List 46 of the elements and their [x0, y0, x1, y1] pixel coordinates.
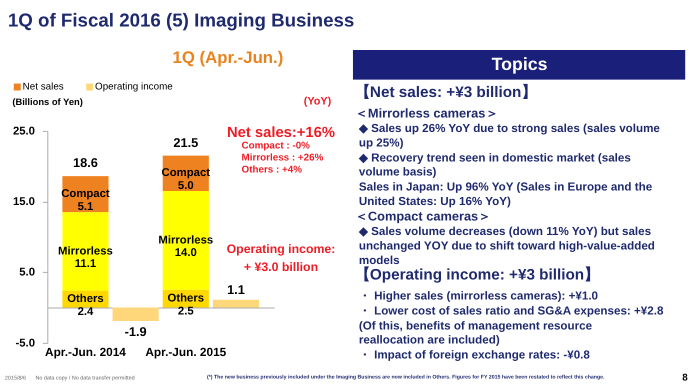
data-label: 1.1 — [227, 282, 245, 297]
text: ◆ Recovery trend seen in domestic market (sales volume basis) — [358, 151, 631, 179]
text: Topics — [492, 54, 548, 74]
annotation: Mirrorless : +26% — [242, 152, 324, 164]
text: Others — [168, 292, 204, 305]
text: ◆ Sales volume decreases (down 11% YoY) but sales unchanged YOY due to shift toward high-value-added models — [358, 225, 655, 267]
text: ◆ Sales up 26% YoY due to strong sales (sales volume up 25%) — [358, 122, 660, 150]
text: ・ Lower cost of sales ratio and SG&A expenses: +¥2.8 — [358, 304, 664, 318]
text: (YoY) — [304, 95, 332, 108]
text: ・ Impact of foreign exchange rates: -¥0.8 — [358, 348, 590, 362]
x-tick-label: Apr.-Jun. 2015 — [145, 345, 227, 360]
y-tick-label: -5.0 — [15, 337, 35, 350]
data-label: 2.5 — [178, 305, 194, 318]
text: 【Operating income: +¥3 billion】 — [354, 266, 600, 284]
bar — [112, 308, 159, 321]
legend-label: Operating income — [95, 81, 174, 92]
data-label: 11.1 — [74, 258, 96, 270]
total-label: 21.5 — [173, 134, 198, 150]
chart-subtitle: 1Q (Apr.-Jun.) — [172, 48, 284, 67]
text: ＜Compact cameras＞ — [354, 208, 492, 224]
data-label: 2.4 — [78, 306, 94, 318]
data-label: -1.9 — [124, 324, 147, 339]
annotation: + ¥3.0 billion — [244, 260, 318, 274]
text: 8 — [682, 372, 688, 384]
text: Net sales — [22, 81, 64, 92]
text: Sales in Japan: Up 96% YoY (Sales in Europe and the United States: Up 16% YoY) — [358, 180, 653, 208]
data-label: 5.1 — [78, 200, 94, 213]
series-label: Others — [67, 293, 104, 306]
annotation: Others : +4% — [242, 164, 302, 176]
y-tick-label: 5.0 — [19, 266, 35, 279]
data-label: 14.0 — [174, 247, 197, 260]
text: 【Net sales: +¥3 billion】 — [354, 84, 536, 101]
annotation: Compact : -0% — [242, 140, 310, 152]
text: ＜Mirrorless cameras＞ — [354, 106, 498, 121]
text: (Of this, benefits of management resource reallocation are included) — [358, 319, 593, 347]
y-axis-title: (Billions of Yen) — [12, 96, 83, 107]
annotation: Net sales:+16% — [227, 124, 335, 141]
total-label: 18.6 — [72, 155, 98, 170]
data-label: 5.0 — [178, 180, 194, 192]
x-tick-label: Apr.-Jun. 2014 — [45, 345, 126, 360]
chart-title: 1Q of Fiscal 2016 (5) Imaging Business — [8, 9, 354, 30]
y-tick-label: 25.0 — [12, 125, 35, 138]
text: ・ Higher sales (mirrorless cameras): +¥1.0 — [358, 290, 598, 303]
y-tick-label: 15.0 — [12, 196, 35, 208]
annotation: Operating income: — [226, 242, 336, 256]
bar — [212, 300, 260, 308]
